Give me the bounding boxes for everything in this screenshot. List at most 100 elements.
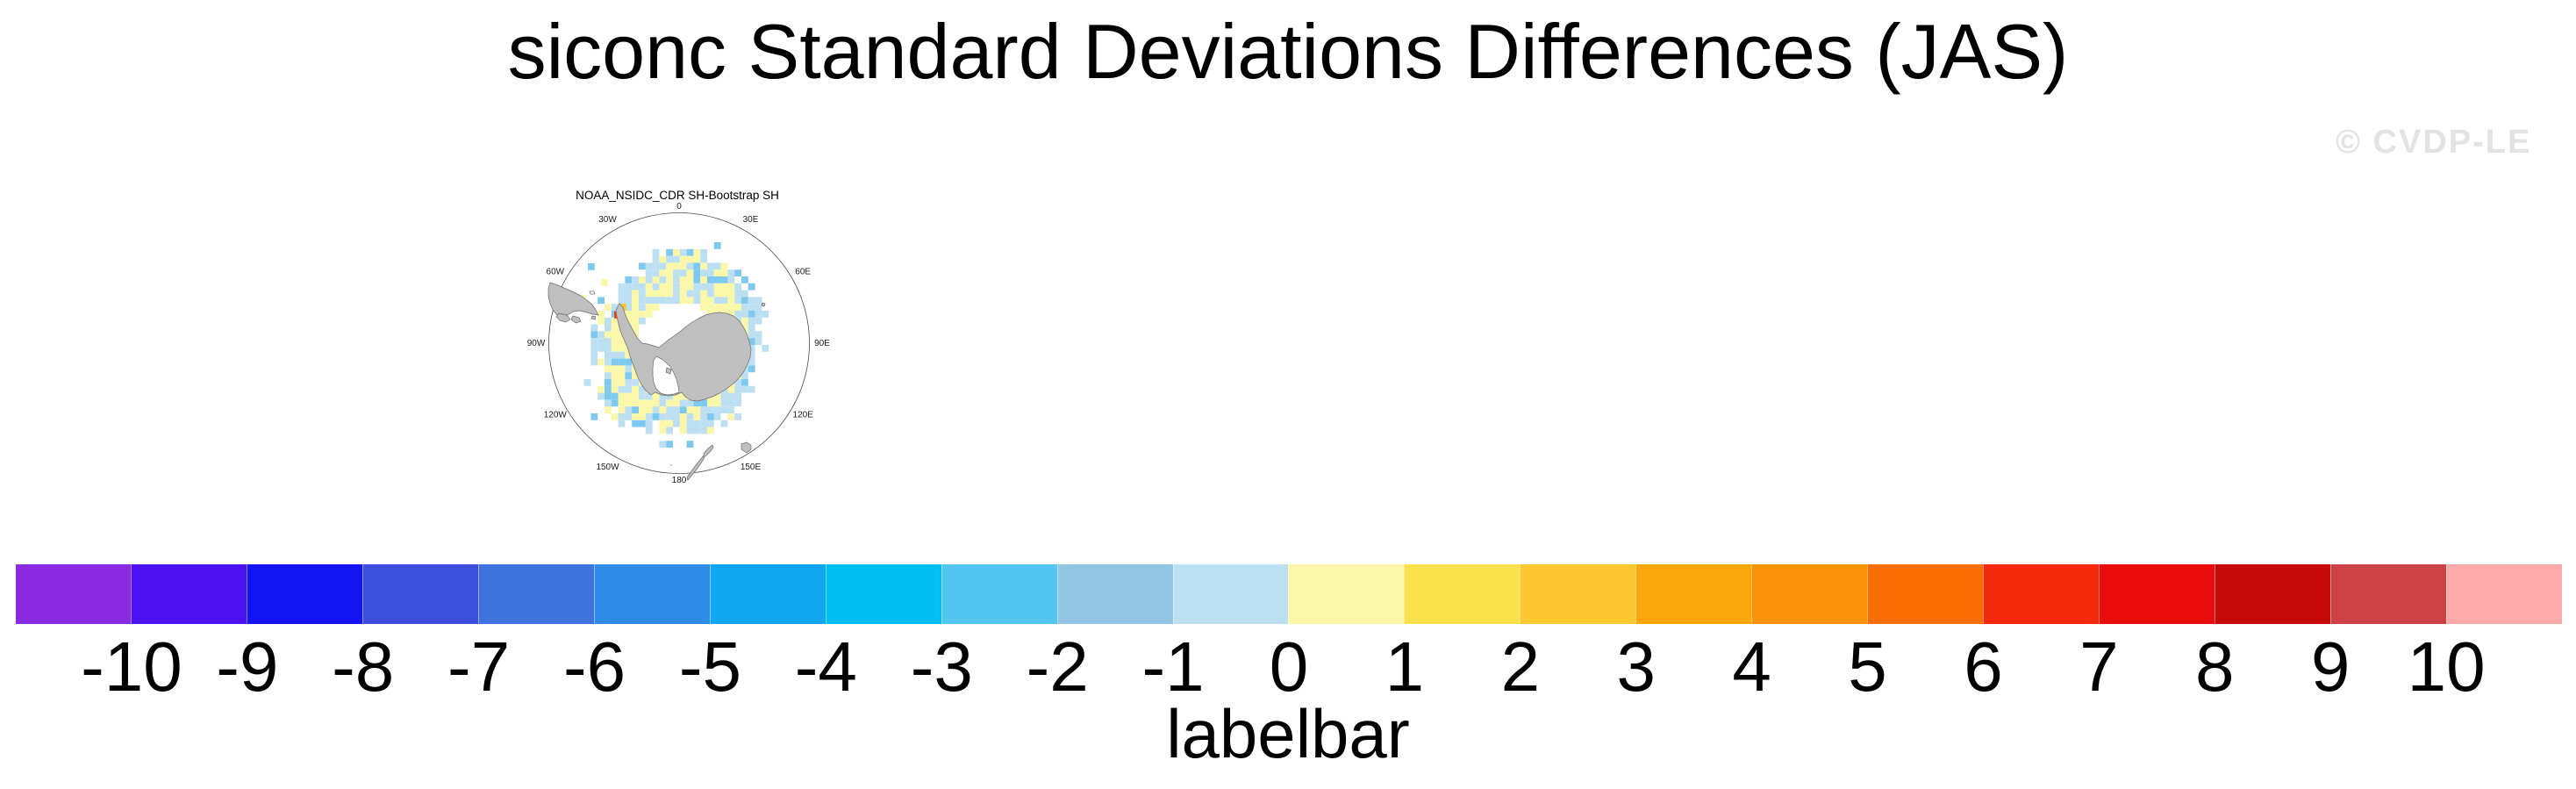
diff-cell [734,385,741,393]
diff-cell [679,406,687,413]
diff-cell [652,413,660,420]
diff-cell [652,304,660,311]
diff-cell [727,297,735,305]
labelbar-segment [2099,564,2215,624]
diff-cell [741,311,748,318]
diff-cell [707,297,714,305]
diff-cell [673,399,680,407]
diff-cell [605,379,612,386]
diff-cell [673,420,680,427]
diff-cell [605,358,612,366]
diff-cell [659,297,667,305]
lon-label-60E: 60E [795,268,811,277]
diff-cell [748,338,755,345]
diff-cell [605,351,612,359]
diff-cell [605,406,612,413]
diff-cell [618,399,626,407]
diff-cell [625,399,633,407]
diff-cell [605,324,612,332]
lon-label-120W: 120W [544,411,568,420]
south-america-tip [547,282,599,319]
diff-cell [673,297,680,305]
diff-cell [632,324,639,332]
diff-cell [611,358,619,366]
diff-cell [632,304,639,311]
diff-cell [611,413,619,420]
diff-cell [645,276,653,283]
diff-cell [748,351,755,359]
diff-cell [679,248,687,256]
diff-cell [632,311,639,318]
diff-cell [748,311,755,318]
diff-cell [720,262,728,270]
diff-cell [727,385,735,393]
diff-cell [741,290,748,298]
diff-cell [748,283,755,290]
labelbar-tick: 4 [1732,628,1771,706]
diff-cell [645,297,653,305]
diff-cell [659,269,667,276]
diff-cell [590,351,598,359]
diff-cell [659,276,667,283]
diff-cell [727,276,735,283]
figure-title: siconc Standard Deviations Differences (… [507,8,2069,95]
labelbar-tick: -5 [678,628,742,706]
diff-cell [611,345,619,352]
diff-cell [588,263,595,270]
labelbar-segment [1751,564,1868,624]
diff-cell [652,255,660,263]
labelbar-segment [2215,564,2331,624]
diff-cell [625,297,633,305]
lon-label-150W: 150W [596,463,619,472]
diff-cell [611,379,619,386]
diff-cell [734,304,741,311]
diff-cell [666,427,673,434]
diff-cell [625,379,633,386]
labelbar-segment [593,564,710,624]
diff-cell [748,324,755,332]
diff-cell [639,413,646,420]
labelbar-tick: -2 [1026,628,1089,706]
diff-cell [611,372,619,379]
diff-cell [639,399,646,407]
diff-cell [625,358,633,366]
diff-cell [605,365,612,373]
diff-cell [700,269,707,276]
diff-cell [652,290,660,298]
longitude-labels: 0 30E 60E 90E 120E 150E 180 150W 120W 90W 60W 30W [527,202,831,485]
map-panel-title: NOAA_NSIDC_CDR SH-Bootstrap SH [576,189,779,202]
diff-cell [652,276,660,283]
diff-cell [639,317,646,325]
diff-cell [713,392,721,400]
diff-cell [652,269,660,276]
diff-cell [618,420,626,427]
diff-cell [583,379,591,386]
labelbar-tick: 8 [2195,628,2235,706]
diff-cell [679,255,687,263]
diff-cell [700,283,707,290]
labelbar-colorbar [16,564,2562,624]
lon-label-150E: 150E [741,463,762,472]
diff-cell [727,290,735,298]
diff-cell [666,276,673,283]
diff-cell [679,399,687,407]
diff-cell [755,338,762,345]
diff-cell [707,269,714,276]
diff-cell [639,276,646,283]
diff-cell [707,276,714,283]
diff-cell [748,365,755,373]
labelbar-segment [941,564,1057,624]
diff-cell [707,406,714,413]
diff-cell [645,304,653,311]
antarctica-landmass [615,303,752,402]
diff-cell [686,420,694,427]
diff-cell [666,248,673,256]
diff-cell [673,406,680,413]
diff-cell [632,297,639,305]
diff-cell [707,304,714,311]
diff-cell [755,297,762,305]
labelbar-segment [1288,564,1405,624]
diff-cell [673,248,680,256]
diff-cell [713,399,721,407]
diff-cell [755,331,762,339]
